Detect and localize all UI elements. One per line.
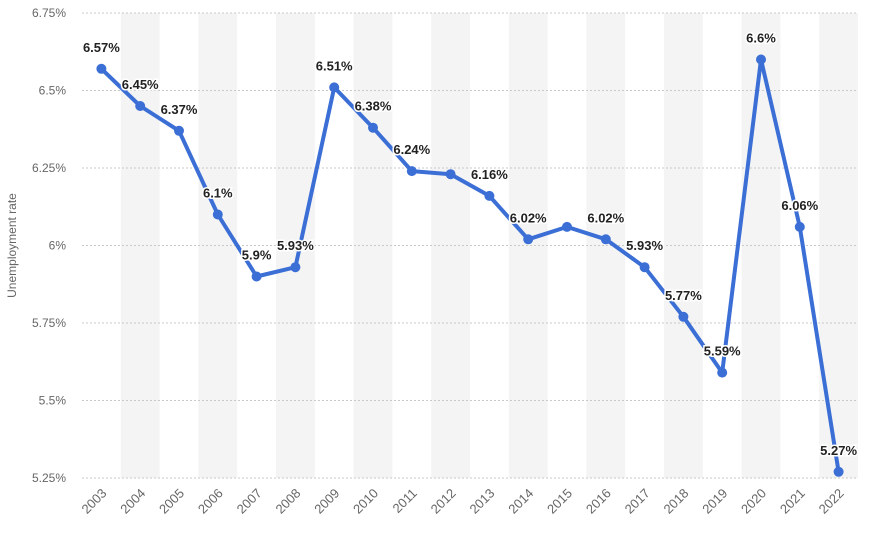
data-point[interactable] (523, 234, 534, 245)
x-tick-label: 2004 (117, 486, 148, 517)
data-label: 5.27% (820, 443, 857, 458)
data-point[interactable] (135, 101, 146, 111)
data-label: 6.45% (122, 77, 159, 92)
data-label: 6.1% (203, 186, 233, 201)
data-label: 6.06% (781, 198, 818, 213)
data-point[interactable] (174, 125, 184, 136)
data-point[interactable] (562, 221, 572, 232)
gridlines (82, 12, 858, 479)
x-tick-label: 2012 (428, 486, 459, 517)
x-tick-label: 2021 (777, 486, 808, 517)
x-tick-label: 2016 (583, 486, 614, 517)
data-point[interactable] (212, 209, 223, 220)
data-label: 6.16% (471, 167, 508, 182)
series-line (99, 57, 841, 474)
data-label: 5.77% (665, 288, 702, 303)
data-label: 6.6% (746, 31, 776, 46)
x-tick-label: 2005 (156, 486, 187, 517)
data-point[interactable] (639, 262, 650, 273)
data-label: 5.93% (277, 238, 314, 253)
y-tick-label: 5.25% (32, 471, 66, 485)
x-tick-label: 2015 (544, 486, 575, 517)
x-tick-label: 2014 (505, 486, 536, 517)
y-tick-label: 6.5% (39, 84, 67, 98)
data-point[interactable] (445, 169, 456, 180)
y-tick-label: 6.25% (32, 161, 66, 175)
x-tick-label: 2019 (699, 486, 730, 517)
data-label: 6.24% (393, 142, 430, 157)
data-label: 6.02% (510, 210, 547, 225)
data-label: 6.57% (83, 40, 120, 55)
y-tick-label: 6.75% (32, 6, 66, 20)
data-label: 5.9% (242, 248, 272, 263)
data-point[interactable] (717, 367, 728, 378)
data-point[interactable] (290, 262, 301, 273)
background-band (353, 13, 393, 478)
y-tick-label: 6% (49, 239, 67, 253)
x-tick-label: 2022 (816, 486, 847, 517)
x-tick-label: 2009 (311, 486, 342, 517)
background-band (741, 13, 781, 478)
x-tick-label: 2003 (78, 486, 109, 517)
data-point[interactable] (794, 221, 805, 232)
data-label: 6.51% (316, 58, 353, 73)
data-point[interactable] (833, 466, 844, 477)
data-labels-group: 6.57% 6.45%6.37% 6.1% 5.9% 5.93% 6.51% 6.38% 6.… (81, 29, 859, 459)
data-label: 5.93% (626, 238, 663, 253)
data-point[interactable] (678, 311, 689, 322)
y-axis-title: Unemployment rate (5, 193, 19, 298)
x-tick-label: 2010 (350, 486, 381, 517)
data-label: 6.02% (587, 210, 624, 225)
x-tick-label: 2007 (234, 486, 265, 517)
x-tick-label: 2011 (390, 486, 420, 516)
data-point[interactable] (368, 122, 378, 133)
data-point[interactable] (756, 54, 766, 65)
x-tick-label: 2008 (272, 486, 303, 517)
data-point[interactable] (329, 82, 340, 93)
x-tick-label: 2020 (738, 486, 769, 517)
data-label: 6.37% (161, 102, 198, 117)
x-tick-label: 2006 (195, 486, 226, 517)
data-point[interactable] (484, 190, 495, 201)
x-tick-label: 2018 (660, 486, 691, 517)
data-point[interactable] (600, 234, 611, 245)
y-tick-label: 5.5% (39, 394, 67, 408)
y-tick-label: 5.75% (32, 316, 66, 330)
data-point[interactable] (251, 271, 262, 282)
data-point[interactable] (96, 63, 107, 74)
x-axis-ticks: 2003 2004 2005 2006 2007 2008 2009 2010 2011 2012… (78, 486, 846, 517)
x-tick-label: 2013 (466, 486, 497, 517)
data-label: 6.38% (355, 99, 392, 114)
x-tick-label: 2017 (622, 486, 653, 517)
data-label: 5.59% (704, 344, 741, 359)
data-point[interactable] (406, 166, 417, 177)
series-group (96, 54, 844, 477)
y-axis-ticks: 6.75% 6.5% 6.25% 6% 5.75% 5.5% 5.25% (32, 6, 66, 485)
